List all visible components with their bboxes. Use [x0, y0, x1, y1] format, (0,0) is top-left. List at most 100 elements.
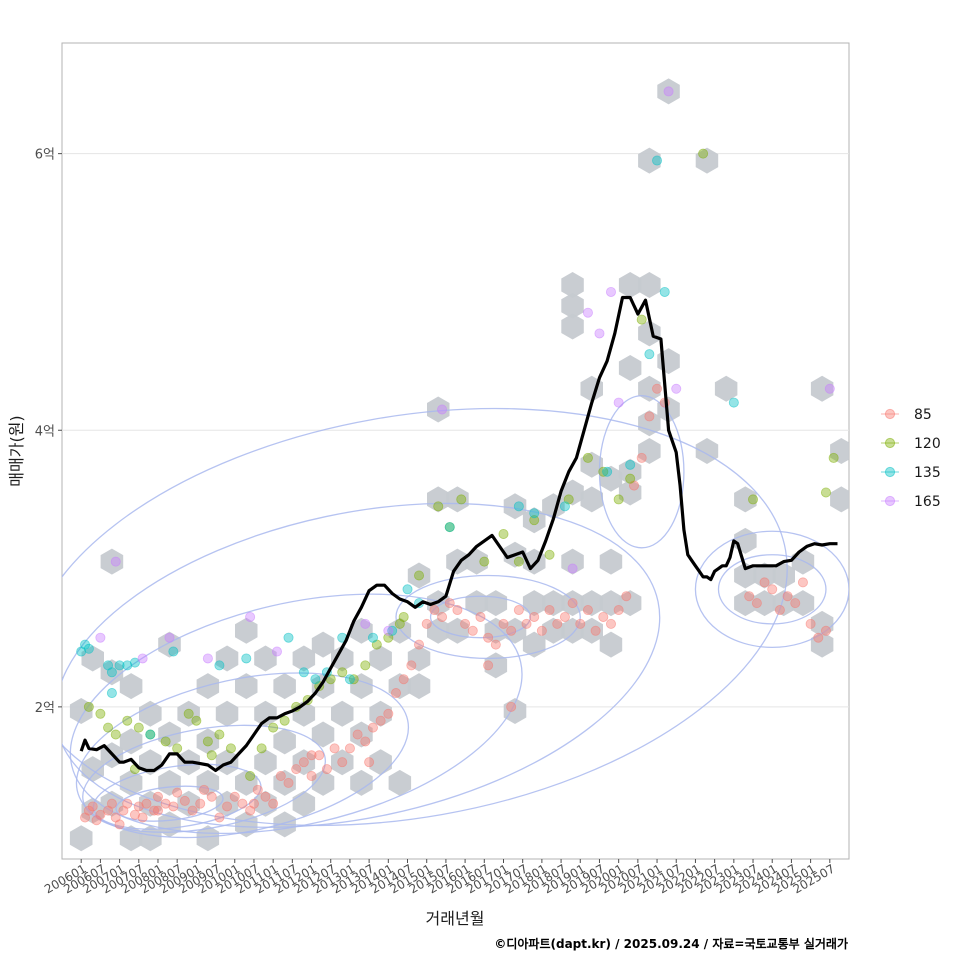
point-size-135	[625, 459, 636, 470]
point-size-135	[644, 349, 655, 360]
hexbin-cell	[196, 825, 220, 852]
point-size-85	[306, 771, 317, 782]
point-size-85	[652, 383, 663, 394]
hexbin-cell	[311, 631, 335, 658]
hexbin-cell	[657, 396, 680, 423]
density-contour	[395, 574, 581, 660]
point-size-120	[625, 473, 636, 484]
legend-key-point	[884, 437, 896, 449]
point-size-85	[475, 611, 486, 622]
y-axis-ticks: 2억 4억 6억	[35, 148, 62, 716]
point-size-135	[114, 660, 125, 671]
legend-key-point	[884, 408, 896, 420]
point-size-135	[283, 632, 294, 643]
point-size-85	[552, 618, 563, 629]
hexbin-cell	[753, 590, 776, 617]
hexbin-cell	[215, 790, 239, 817]
hexbin-cell	[542, 617, 565, 644]
point-size-85	[187, 805, 198, 816]
hexbin-cell	[100, 659, 124, 686]
point-size-135	[298, 667, 309, 678]
point-size-85	[268, 798, 279, 809]
point-size-120	[337, 667, 348, 678]
point-size-85	[813, 632, 824, 643]
point-size-85	[344, 743, 355, 754]
hexbin-cell	[139, 700, 162, 727]
point-size-135	[122, 660, 133, 671]
hexbin-cell	[446, 617, 469, 644]
point-size-85	[751, 598, 762, 609]
hexbin-cell	[830, 438, 849, 464]
point-size-120	[172, 743, 183, 754]
hexbin-cell	[638, 320, 661, 347]
point-size-120	[636, 314, 647, 325]
point-size-120	[360, 660, 371, 671]
density-contour	[82, 724, 326, 833]
point-size-135	[344, 674, 355, 685]
point-size-85	[214, 812, 225, 823]
point-size-85	[460, 618, 471, 629]
point-size-135	[728, 397, 739, 408]
point-size-135	[659, 286, 670, 297]
point-size-85	[298, 757, 309, 768]
point-size-85	[275, 771, 286, 782]
caption: ©디아파트(dapt.kr) / 2025.09.24 / 자료=국토교통부 실…	[494, 936, 848, 951]
density-contour	[429, 595, 532, 639]
point-size-85	[152, 805, 163, 816]
point-size-120	[456, 494, 467, 505]
point-size-85	[360, 736, 371, 747]
y-tick-label: 6억	[35, 148, 55, 163]
point-size-135	[106, 688, 117, 699]
hexbin-cell	[292, 645, 316, 672]
point-size-120	[513, 556, 524, 567]
point-size-85	[421, 618, 432, 629]
legend-label: 120	[914, 436, 941, 452]
point-size-165	[95, 632, 106, 643]
hexbin-cell	[311, 769, 335, 796]
point-size-165	[360, 618, 371, 629]
hexbin-cell	[388, 617, 412, 644]
point-size-85	[513, 605, 524, 616]
point-size-85	[337, 757, 348, 768]
point-size-85	[137, 812, 148, 823]
hexbin-cell	[158, 721, 181, 748]
hexbin-cell	[599, 590, 623, 617]
point-size-85	[544, 605, 555, 616]
hexbin-cell	[158, 631, 181, 658]
point-size-85	[782, 591, 793, 602]
density-contour	[92, 763, 262, 830]
point-size-165	[567, 563, 578, 574]
point-size-85	[575, 618, 586, 629]
point-size-85	[114, 819, 125, 830]
y-axis-title: 매매가(원)	[7, 415, 26, 486]
point-size-165	[582, 307, 593, 318]
hexbin-cell	[810, 631, 834, 658]
hexbin-cell	[618, 355, 642, 381]
point-size-85	[95, 809, 106, 820]
point-size-120	[206, 750, 217, 761]
density-contour	[62, 407, 788, 827]
point-size-120	[582, 452, 593, 463]
hexbin-cell	[388, 673, 412, 700]
point-size-135	[402, 584, 413, 595]
hexbin-cell	[273, 673, 296, 700]
hexbin-cell	[772, 562, 795, 589]
y-tick-label: 2억	[35, 701, 55, 716]
point-size-165	[202, 653, 213, 664]
point-size-85	[406, 660, 417, 671]
point-size-120	[414, 570, 425, 581]
hexbin-cell	[503, 698, 527, 724]
point-size-120	[348, 674, 359, 685]
hexbin-cell	[772, 590, 795, 617]
point-size-85	[467, 625, 478, 636]
point-size-85	[636, 452, 647, 463]
hexbin-cell	[407, 562, 431, 589]
point-size-135	[529, 508, 540, 519]
point-size-85	[582, 605, 593, 616]
point-size-120	[828, 452, 839, 463]
point-size-85	[398, 674, 409, 685]
hexbin-cell	[465, 548, 488, 575]
point-size-120	[613, 494, 624, 505]
point-size-85	[805, 618, 816, 629]
hexbin-cell	[561, 479, 584, 506]
